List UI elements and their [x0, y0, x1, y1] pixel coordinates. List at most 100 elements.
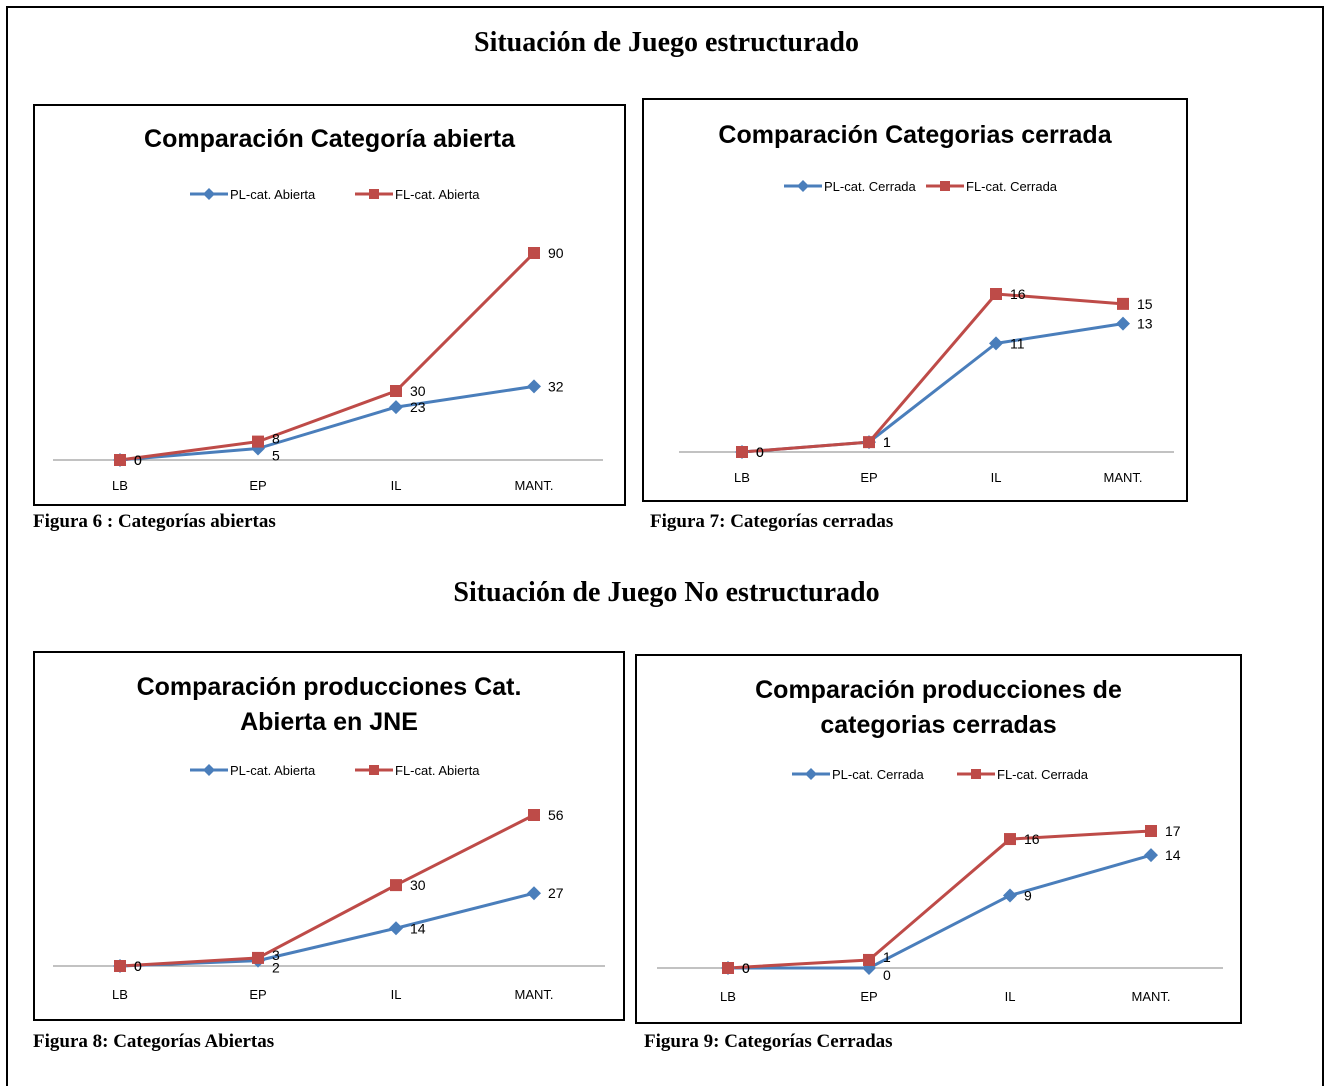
data-label: 30: [410, 383, 426, 399]
legend-label: FL-cat. Abierta: [395, 763, 480, 778]
data-point: [1003, 888, 1017, 903]
data-point: [1117, 297, 1129, 310]
legend-label: PL-cat. Cerrada: [832, 767, 925, 782]
page-frame: [6, 6, 1324, 1086]
line-chart-closed-categories-productions: PL-cat. Cerrada FL-cat. Cerrada LB EP IL MANT…: [657, 767, 1223, 1004]
x-tick-label: MANT.: [1104, 470, 1143, 485]
data-label: 0: [756, 444, 764, 460]
chart-frame-closed-categories-productions: Comparación producciones de categorias c…: [635, 654, 1242, 1024]
series-line: [741, 292, 1124, 454]
data-point: [1144, 848, 1158, 863]
legend-marker: [369, 189, 379, 199]
data-label: 27: [548, 885, 564, 901]
series-line: [728, 853, 1152, 970]
data-point: [863, 953, 875, 966]
data-point: [528, 247, 540, 259]
data-label: 11: [1010, 335, 1025, 351]
series-line: [727, 829, 1152, 970]
x-tick-label: EP: [249, 478, 266, 493]
data-point: [1116, 316, 1130, 331]
data-label: 0: [134, 452, 142, 468]
section-title-structured: Situación de Juego estructurado: [474, 27, 859, 58]
data-point: [527, 886, 541, 901]
x-tick-label: IL: [1005, 989, 1016, 1004]
data-point: [736, 446, 748, 458]
x-tick-label: MANT.: [515, 987, 554, 1002]
data-label: 23: [410, 399, 426, 415]
data-label: 2: [272, 960, 280, 976]
legend-entry: FL-cat. Abierta: [355, 763, 480, 778]
data-point: [1145, 825, 1157, 837]
data-label: 8: [272, 431, 280, 447]
x-tick-label: IL: [391, 987, 402, 1002]
data-point: [389, 921, 403, 936]
x-tick-label: IL: [991, 470, 1002, 485]
chart-title: Comparación producciones de categorias c…: [755, 676, 1122, 739]
caption-fig9: Figura 9: Categorías Cerradas: [644, 1031, 893, 1052]
legend-entry: FL-cat. Cerrada: [926, 179, 1058, 194]
data-point: [114, 454, 126, 466]
x-tick-label: LB: [734, 470, 750, 485]
data-point: [390, 385, 402, 397]
x-tick-label: LB: [112, 478, 128, 493]
chart-frame-open-categories: Comparación Categoría abierta PL-cat. Ab…: [33, 104, 626, 506]
legend-marker: [203, 188, 215, 200]
legend-label: PL-cat. Cerrada: [824, 179, 917, 194]
data-label: 1: [883, 434, 891, 450]
series-line: [119, 384, 535, 462]
legend-label: FL-cat. Abierta: [395, 187, 480, 202]
data-label: 17: [1165, 823, 1181, 839]
legend-label: FL-cat. Cerrada: [966, 179, 1058, 194]
data-label: 5: [272, 448, 280, 464]
data-label: 0: [883, 967, 891, 983]
data-label: 90: [548, 245, 564, 261]
data-label: 1: [883, 949, 891, 965]
data-label: 14: [1165, 847, 1181, 863]
data-point: [527, 379, 541, 394]
data-label: 0: [134, 958, 142, 974]
data-label: 14: [410, 920, 426, 936]
data-label: 0: [742, 960, 750, 976]
caption-fig8: Figura 8: Categorías Abiertas: [33, 1031, 275, 1052]
legend-entry: FL-cat. Abierta: [355, 187, 480, 202]
data-label: 16: [1024, 831, 1040, 847]
data-label: 32: [548, 378, 564, 394]
data-point: [989, 336, 1003, 351]
x-tick-label: EP: [249, 987, 266, 1002]
x-tick-label: LB: [720, 989, 736, 1004]
chart-title: Comparación Categorias cerrada: [718, 121, 1112, 149]
legend-label: FL-cat. Cerrada: [997, 767, 1089, 782]
legend-marker: [971, 769, 981, 779]
legend-marker: [369, 765, 379, 775]
chart-frame-closed-categories: Comparación Categorias cerrada PL-cat. C…: [642, 98, 1188, 502]
data-point: [389, 400, 403, 415]
legend-marker: [805, 768, 817, 780]
legend-marker: [797, 180, 809, 192]
data-point: [252, 951, 264, 964]
chart-frame-open-categories-jne: Comparación producciones Cat. Abierta en…: [33, 651, 625, 1021]
data-point: [722, 962, 734, 974]
data-label: 15: [1137, 296, 1153, 312]
x-tick-label: LB: [112, 987, 128, 1002]
caption-fig6: Figura 6 : Categorías abiertas: [33, 511, 276, 532]
data-label: 16: [1010, 286, 1026, 302]
line-chart-closed-categories: PL-cat. Cerrada FL-cat. Cerrada LB EP IL MANT…: [679, 179, 1174, 485]
data-point: [1004, 833, 1016, 846]
series-line: [119, 251, 536, 462]
legend-entry: PL-cat. Abierta: [190, 763, 316, 778]
caption-fig7: Figura 7: Categorías cerradas: [650, 511, 894, 532]
series-line: [119, 813, 535, 968]
data-point: [114, 960, 126, 972]
data-label: 3: [272, 947, 280, 963]
data-label: 0: [756, 444, 764, 460]
data-label: 30: [410, 877, 426, 893]
data-label: 9: [1024, 887, 1032, 903]
x-tick-label: IL: [391, 478, 402, 493]
data-label: 13: [1137, 316, 1153, 332]
x-tick-label: MANT.: [515, 478, 554, 493]
data-point: [390, 879, 402, 892]
legend-entry: PL-cat. Abierta: [190, 187, 316, 202]
chart-title: Comparación Categoría abierta: [144, 125, 515, 153]
data-point: [528, 809, 540, 821]
legend-entry: FL-cat. Cerrada: [957, 767, 1089, 782]
